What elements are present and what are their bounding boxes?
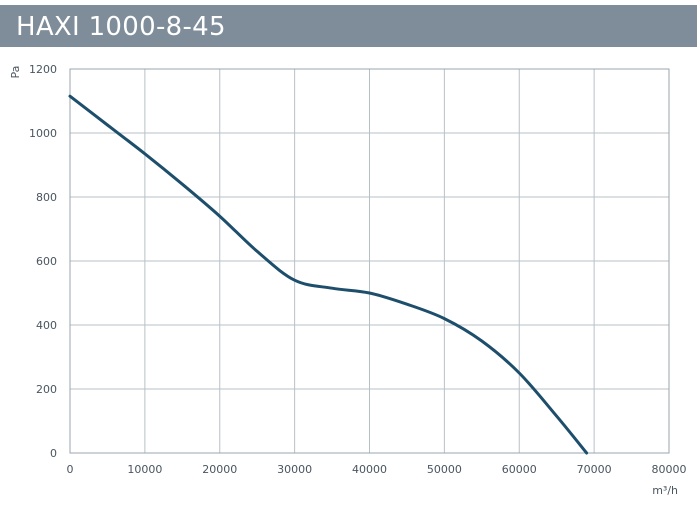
series-line [68, 94, 589, 455]
y-tick-label: 0 [50, 447, 57, 460]
series-group [68, 94, 589, 455]
y-tick-label: 800 [36, 191, 57, 204]
x-tick-label: 40000 [352, 463, 387, 476]
x-tick-label: 0 [67, 463, 74, 476]
y-tick-label: 400 [36, 319, 57, 332]
x-tick-label: 50000 [427, 463, 462, 476]
x-tick-label: 20000 [202, 463, 237, 476]
y-tick-label: 600 [36, 255, 57, 268]
plot-border [69, 68, 670, 454]
x-tick-label: 10000 [127, 463, 162, 476]
grid [69, 68, 670, 454]
x-axis-label: m³/h [652, 484, 678, 497]
tick-labels: 0 10000 20000 30000 40000 50000 60000 70000 8000… [29, 63, 687, 476]
title-bar: HAXI 1000-8-45 [0, 5, 697, 47]
x-tick-label: 60000 [502, 463, 537, 476]
x-tick-label: 80000 [652, 463, 687, 476]
x-tick-label: 70000 [577, 463, 612, 476]
y-tick-label: 1200 [29, 63, 57, 76]
y-tick-label: 200 [36, 383, 57, 396]
y-tick-label: 1000 [29, 127, 57, 140]
x-tick-label: 30000 [277, 463, 312, 476]
axes: Pa m³/h [9, 66, 678, 497]
y-axis-label: Pa [9, 66, 22, 79]
chart-title: HAXI 1000-8-45 [16, 12, 226, 42]
